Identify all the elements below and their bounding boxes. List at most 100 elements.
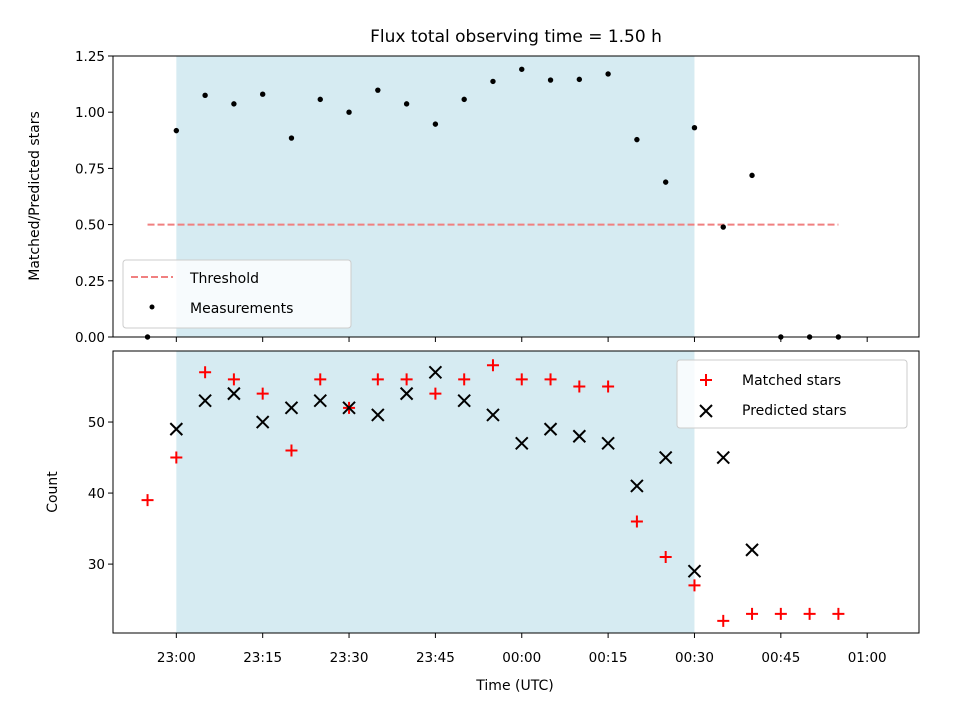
bottom-y-tick-label: 30 xyxy=(88,557,105,573)
predicted-star-point xyxy=(687,564,702,578)
measurement-point xyxy=(202,92,208,99)
matched-star-point xyxy=(429,387,442,400)
predicted-star-point xyxy=(745,543,759,557)
predicted-star-point xyxy=(313,394,327,408)
legend-matched-swatch xyxy=(700,374,712,386)
bottom-panel: 30 40 50 23:00 23:15 23:30 23:45 00:00 00:15 00:… xyxy=(45,350,920,694)
measurement-point xyxy=(461,96,467,103)
bottom-y-axis-label: Count xyxy=(45,471,61,513)
measurement-point xyxy=(720,224,726,230)
measurement-point xyxy=(490,78,496,85)
top-legend-box xyxy=(122,259,352,329)
measurement-point xyxy=(519,66,525,72)
predicted-star-point xyxy=(169,422,184,436)
legend-predicted-swatch xyxy=(699,404,713,418)
x-tick-label: 01:00 xyxy=(848,650,887,666)
predicted-star-point xyxy=(457,394,471,408)
measurement-point xyxy=(547,77,554,83)
matched-star-point xyxy=(285,444,298,457)
predicted-star-point xyxy=(284,401,299,415)
x-tick-label: 00:00 xyxy=(502,650,541,666)
matched-star-point xyxy=(227,373,240,386)
matched-star-point xyxy=(832,607,845,620)
measurement-point xyxy=(375,87,381,93)
matched-star-point xyxy=(141,494,154,507)
top-y-tick-label: 0.75 xyxy=(75,161,105,177)
matched-star-point xyxy=(544,373,557,386)
predicted-star-point xyxy=(255,415,270,429)
matched-star-point xyxy=(458,373,471,386)
predicted-star-point xyxy=(486,408,500,422)
x-tick-label: 23:30 xyxy=(330,650,369,666)
x-tick-label: 23:00 xyxy=(157,650,196,666)
predicted-star-point xyxy=(601,436,615,451)
matched-star-point xyxy=(371,373,384,386)
measurement-point xyxy=(749,172,755,179)
matched-star-point xyxy=(746,607,759,620)
matched-star-point xyxy=(400,373,413,386)
bottom-y-tick-label: 50 xyxy=(88,415,105,431)
x-tick-label: 00:45 xyxy=(761,650,800,666)
measurement-point xyxy=(259,91,266,97)
x-tick-label: 23:15 xyxy=(243,650,282,666)
legend-predicted-label: Predicted stars xyxy=(742,403,847,419)
measurement-point xyxy=(231,101,237,107)
top-panel: 0.00 0.25 0.50 0.75 1.00 1.25 Matched/Predict… xyxy=(27,49,920,346)
predicted-star-point xyxy=(399,386,414,401)
bottom-marks xyxy=(141,359,845,627)
measurement-point xyxy=(691,125,698,131)
predicted-star-point xyxy=(658,450,673,465)
x-tick-label: 00:30 xyxy=(675,650,714,666)
matched-star-point xyxy=(630,515,643,528)
top-y-tick-label: 0.25 xyxy=(75,274,105,290)
matched-star-point xyxy=(314,373,327,386)
top-y-tick-label: 0.50 xyxy=(75,218,105,234)
bottom-legend: Matched stars Predicted stars xyxy=(676,359,908,429)
predicted-star-point xyxy=(630,479,644,493)
legend-matched-label: Matched stars xyxy=(742,373,841,389)
legend-measurements-swatch xyxy=(149,304,155,310)
measurement-point xyxy=(634,136,640,143)
matched-star-point xyxy=(573,380,586,393)
top-y-tick-label: 0.00 xyxy=(75,330,105,346)
matched-star-point xyxy=(602,380,615,393)
predicted-star-point xyxy=(428,365,443,380)
measurement-point xyxy=(403,101,410,107)
bottom-y-ticks: 30 40 50 xyxy=(88,415,113,573)
measurement-point xyxy=(346,109,352,115)
matched-star-point xyxy=(515,373,528,386)
predicted-star-point xyxy=(198,394,212,408)
legend-threshold-label: Threshold xyxy=(189,271,259,287)
matched-star-point xyxy=(486,359,499,372)
matched-star-point xyxy=(199,366,212,379)
top-y-tick-label: 1.25 xyxy=(75,49,105,65)
x-tick-label: 23:45 xyxy=(416,650,455,666)
predicted-star-point xyxy=(716,450,730,465)
legend-measurements-label: Measurements xyxy=(190,301,293,317)
matched-star-point xyxy=(170,451,183,464)
matched-star-point xyxy=(803,607,816,620)
x-axis-label: Time (UTC) xyxy=(475,678,553,694)
predicted-star-point xyxy=(515,436,529,451)
top-marks xyxy=(144,66,842,340)
matched-star-point xyxy=(717,614,730,627)
measurement-point xyxy=(662,179,669,185)
measurement-point xyxy=(317,96,323,103)
bottom-x-ticks: 23:00 23:15 23:30 23:45 00:00 00:15 00:30 00:45… xyxy=(157,633,887,666)
matched-star-point xyxy=(688,579,701,592)
top-plot-frame xyxy=(112,55,920,338)
bottom-legend-box xyxy=(676,359,908,429)
x-tick-label: 00:15 xyxy=(589,650,628,666)
top-y-ticks: 0.00 0.25 0.50 0.75 1.00 1.25 xyxy=(75,49,113,346)
measurement-point xyxy=(432,121,439,127)
predicted-star-point xyxy=(543,422,558,436)
matched-star-point xyxy=(256,387,269,400)
top-legend: Threshold Measurements xyxy=(122,259,352,329)
chart-title: Flux total observing time = 1.50 h xyxy=(370,27,662,47)
measurement-point xyxy=(605,71,611,77)
predicted-star-point xyxy=(342,401,356,415)
predicted-star-point xyxy=(371,408,385,422)
bottom-plot-frame xyxy=(112,350,920,634)
matched-star-point xyxy=(659,550,672,563)
